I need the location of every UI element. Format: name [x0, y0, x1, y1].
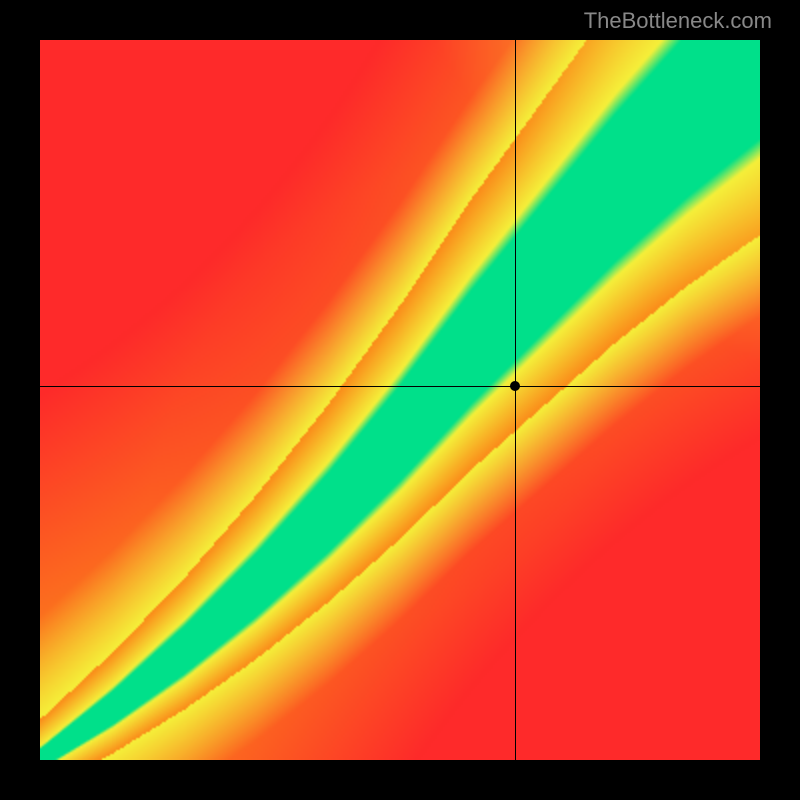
watermark-text: TheBottleneck.com: [584, 8, 772, 34]
crosshair-horizontal: [40, 386, 760, 387]
crosshair-marker: [510, 381, 520, 391]
heatmap-plot: [40, 40, 760, 760]
crosshair-vertical: [515, 40, 516, 760]
heatmap-canvas: [40, 40, 760, 760]
